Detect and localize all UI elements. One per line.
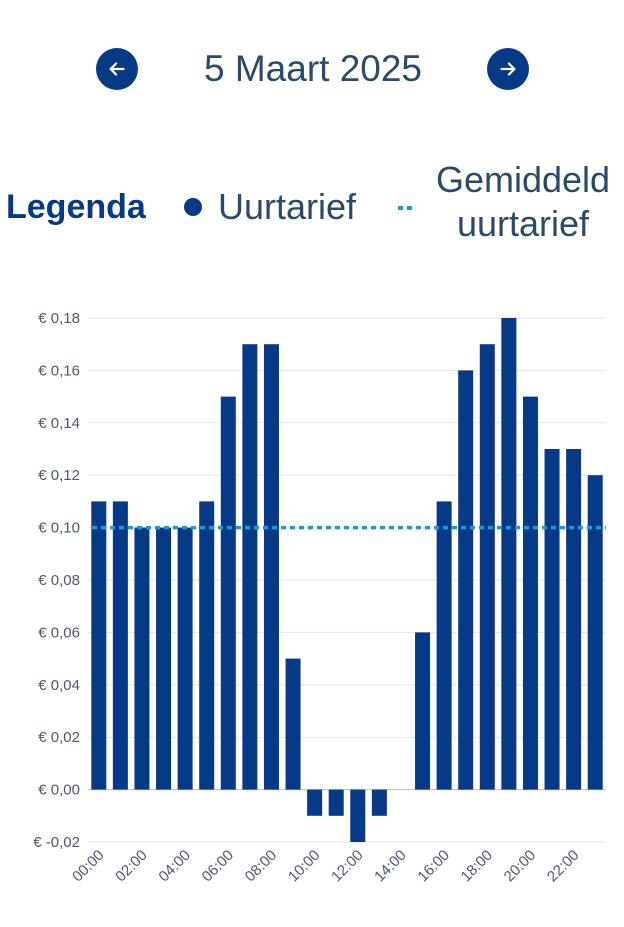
bar-09:00	[285, 658, 301, 790]
bar-10:00	[307, 789, 323, 816]
bar-15:00	[415, 632, 431, 790]
chart-legend: Legenda Uurtarief Gemiddeld uurtarief	[0, 158, 624, 258]
x-tick-label: 02:00	[112, 847, 151, 886]
y-tick-label: € 0,18	[38, 310, 80, 327]
x-tick-label: 14:00	[371, 847, 410, 886]
y-tick-label: € 0,16	[38, 362, 80, 379]
y-tick-label: € -0,02	[33, 834, 80, 851]
y-tick-label: € 0,10	[38, 520, 80, 537]
y-tick-label: € 0,12	[38, 467, 80, 484]
next-day-button[interactable]	[487, 48, 529, 90]
y-tick-label: € 0,06	[38, 624, 80, 641]
bar-03:00	[156, 527, 172, 790]
bar-01:00	[112, 501, 128, 790]
legend-title: Legenda	[6, 188, 146, 226]
bar-02:00	[134, 527, 150, 790]
price-bar-chart: € -0,02 € 0,00 € 0,02 € 0,04 € 0,06 € 0,08 € 0…	[33, 310, 606, 886]
x-tick-label: 12:00	[328, 847, 367, 886]
x-tick-label: 18:00	[458, 847, 497, 886]
arrow-left-icon	[109, 62, 125, 76]
x-tick-label: 22:00	[544, 847, 583, 886]
average-dash-icon	[398, 206, 412, 210]
y-tick-label: € 0,14	[38, 415, 80, 432]
arrow-right-icon	[500, 62, 516, 76]
legend-series-label: Uurtarief	[218, 186, 357, 227]
date-navigation: 5 Maart 2025	[0, 46, 624, 94]
bar-22:00	[566, 449, 582, 790]
bar-20:00	[522, 396, 538, 790]
bar-11:00	[328, 789, 344, 816]
x-tick-label: 06:00	[199, 847, 238, 886]
x-tick-label: 00:00	[69, 847, 108, 886]
previous-day-button[interactable]	[96, 48, 138, 90]
x-tick-label: 10:00	[285, 847, 324, 886]
y-tick-label: € 0,00	[38, 782, 80, 799]
bar-12:00	[350, 789, 366, 842]
bar-06:00	[220, 396, 236, 790]
legend-average-label: Gemiddeld uurtarief	[435, 159, 611, 244]
y-tick-label: € 0,08	[38, 572, 80, 589]
x-tick-label: 16:00	[414, 847, 453, 886]
bar-18:00	[479, 344, 495, 790]
bar-21:00	[544, 449, 560, 790]
y-tick-label: € 0,04	[38, 677, 80, 694]
series-dot-icon	[184, 198, 202, 216]
x-tick-label: 08:00	[242, 847, 281, 886]
bar-17:00	[458, 370, 474, 790]
bar-19:00	[501, 318, 517, 790]
x-tick-label: 20:00	[501, 847, 540, 886]
bar-07:00	[242, 344, 258, 790]
bar-16:00	[436, 501, 452, 790]
bar-08:00	[263, 344, 279, 790]
current-date: 5 Maart 2025	[203, 48, 423, 89]
bar-00:00	[91, 501, 107, 790]
x-tick-label: 04:00	[155, 847, 194, 886]
y-tick-label: € 0,02	[38, 729, 80, 746]
bar-13:00	[371, 789, 387, 816]
bar-05:00	[199, 501, 215, 790]
bar-04:00	[177, 527, 193, 790]
bar-23:00	[587, 475, 603, 790]
